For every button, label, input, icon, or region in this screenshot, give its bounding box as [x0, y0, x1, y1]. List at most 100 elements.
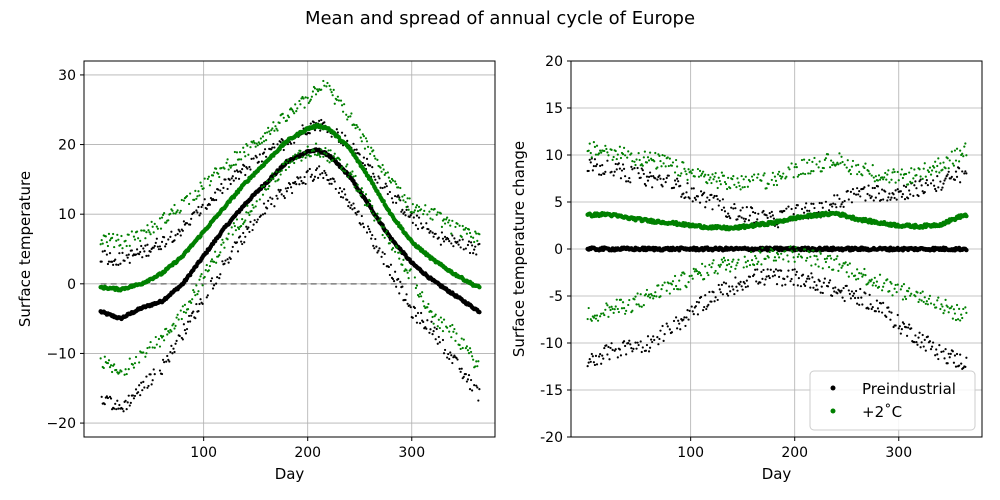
right-point-plus2-upper [724, 182, 728, 186]
left-point-preindustrial-lower [327, 179, 330, 182]
right-point-preindustrial-upper [827, 209, 831, 212]
right-point-plus2-lower [858, 272, 861, 275]
left-point-preindustrial-lower [330, 182, 333, 185]
right-point-plus2-upper [673, 171, 677, 174]
left-point-plus2-upper [431, 218, 434, 221]
right-point-preindustrial-lower [678, 322, 681, 325]
right-point-preindustrial-upper [851, 188, 855, 191]
left-point-plus2-lower [384, 231, 387, 235]
left-point-preindustrial-lower [283, 196, 286, 200]
left-point-plus2-upper [340, 104, 344, 107]
right-point-plus2-upper [877, 174, 881, 177]
right-point-preindustrial-lower [815, 284, 818, 287]
right-point-plus2-upper [886, 173, 889, 176]
left-point-preindustrial-lower [426, 319, 429, 322]
left-point-preindustrial-lower [362, 225, 365, 229]
left-point-plus2-lower [297, 152, 300, 155]
left-point-plus2-upper [315, 88, 319, 91]
right-point-preindustrial-upper [674, 183, 678, 186]
left-point-preindustrial-upper [219, 189, 222, 192]
right-point-plus2-upper [611, 158, 614, 161]
right-point-plus2-lower [592, 316, 595, 319]
left-point-preindustrial-lower [174, 342, 177, 345]
left-point-plus2-upper [293, 112, 296, 115]
right-point-plus2-upper [720, 171, 723, 174]
right-point-plus2-upper [918, 168, 921, 171]
right-point-plus2-upper [737, 181, 740, 184]
left-point-preindustrial-lower [248, 230, 251, 234]
right-point-preindustrial-upper [888, 192, 891, 195]
right-point-plus2-lower [773, 256, 777, 259]
left-point-preindustrial-lower [252, 223, 255, 226]
left-point-preindustrial-upper [469, 241, 473, 244]
right-point-preindustrial-lower [609, 346, 612, 350]
right-point-plus2-lower [894, 283, 897, 287]
left-point-plus2-upper [275, 127, 278, 130]
left-point-plus2-lower [426, 306, 429, 309]
left-point-preindustrial-upper [319, 129, 322, 132]
left-point-plus2-upper [227, 168, 230, 171]
right-point-preindustrial-lower [902, 322, 906, 325]
left-point-preindustrial-upper [237, 177, 241, 180]
left-point-plus2-lower [230, 226, 233, 229]
right-point-plus2-lower [874, 284, 877, 287]
left-point-plus2-lower [352, 175, 355, 178]
right-point-plus2-lower [693, 270, 696, 273]
right-point-plus2-upper [771, 171, 774, 174]
left-point-preindustrial-upper [134, 253, 138, 256]
right-point-plus2-lower [907, 290, 910, 293]
left-point-preindustrial-lower [413, 306, 416, 310]
left-point-preindustrial-lower [359, 223, 362, 226]
left-point-plus2-upper [330, 91, 333, 94]
left-point-plus2-upper [359, 136, 362, 139]
left-point-preindustrial-lower [277, 188, 280, 191]
left-point-preindustrial-lower [340, 190, 344, 193]
left-point-preindustrial-upper [114, 258, 117, 261]
left-point-preindustrial-upper [174, 234, 177, 237]
left-point-preindustrial-upper [373, 175, 376, 178]
left-point-plus2-upper [253, 141, 256, 145]
left-point-preindustrial-lower [466, 378, 470, 381]
left-point-plus2-lower [466, 349, 470, 352]
left-point-preindustrial-upper [289, 142, 293, 145]
left-point-plus2-upper [366, 145, 370, 149]
left-point-plus2-upper [260, 141, 264, 144]
left-point-preindustrial-upper [118, 252, 121, 255]
left-point-preindustrial-lower [295, 183, 298, 186]
left-point-preindustrial-lower [387, 265, 390, 269]
left-point-plus2-upper [244, 155, 247, 158]
left-point-preindustrial-upper [362, 156, 365, 159]
right-point-preindustrial-upper [824, 200, 828, 203]
left-point-preindustrial-lower [266, 207, 269, 210]
right-point-preindustrial-upper [841, 201, 844, 204]
right-point-plus2-lower [872, 281, 875, 284]
right-point-plus2-upper [782, 172, 785, 175]
left-point-plus2-upper [347, 115, 350, 118]
right-point-preindustrial-upper [802, 211, 806, 214]
left-point-preindustrial-upper [244, 173, 247, 177]
left-point-preindustrial-lower [442, 352, 446, 355]
right-point-plus2-lower [890, 282, 893, 285]
right-point-preindustrial-lower [739, 280, 742, 284]
right-point-preindustrial-lower [766, 268, 769, 271]
left-point-plus2-upper [424, 204, 427, 207]
left-point-preindustrial-lower [113, 407, 116, 410]
right-point-plus2-lower [860, 272, 863, 275]
left-point-preindustrial-upper [467, 240, 471, 243]
left-point-plus2-lower [226, 238, 229, 241]
right-point-plus2-upper [785, 175, 788, 178]
left-point-preindustrial-upper [182, 220, 185, 223]
right-point-plus2-lower [655, 295, 658, 298]
left-point-preindustrial-upper [105, 253, 108, 256]
left-point-preindustrial-lower [169, 350, 172, 354]
left-point-plus2-lower [305, 154, 308, 157]
right-point-preindustrial-upper [887, 196, 890, 199]
left-point-plus2-lower [413, 276, 416, 279]
left-point-preindustrial-upper [201, 203, 204, 206]
right-point-plus2-upper [911, 181, 914, 185]
left-point-plus2-upper [331, 94, 334, 97]
left-point-plus2-upper [461, 224, 464, 228]
left-point-preindustrial-upper [224, 178, 227, 181]
right-point-plus2-upper [795, 166, 798, 169]
right-point-preindustrial-upper [591, 169, 594, 172]
